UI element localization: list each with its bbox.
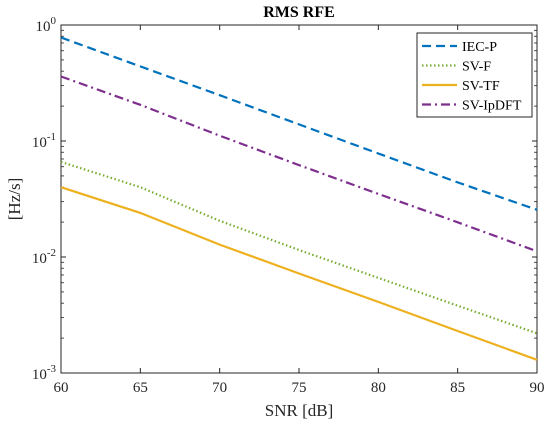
series-line-sv-ipdft bbox=[60, 75, 538, 253]
y-tick-label: 10-2 bbox=[32, 247, 56, 267]
chart-title: RMS RFE bbox=[263, 4, 335, 21]
x-tick-label: 80 bbox=[371, 380, 386, 396]
y-tick-base: 10 bbox=[32, 251, 47, 267]
series-line-sv-tf bbox=[60, 186, 538, 361]
y-tick-label: 10-1 bbox=[32, 131, 56, 151]
x-tick-label: 60 bbox=[54, 380, 69, 396]
legend: IEC-P SV-F SV-TF SV-IpDFT bbox=[416, 32, 533, 118]
y-tick-exponent: -1 bbox=[47, 131, 56, 143]
y-tick-label: 10-3 bbox=[32, 363, 57, 383]
y-tick-base: 10 bbox=[32, 135, 47, 151]
x-axis-title: SNR [dB] bbox=[265, 401, 333, 420]
y-tick-exponent: -3 bbox=[47, 363, 57, 375]
x-tick-label: 85 bbox=[450, 380, 465, 396]
y-tick-label: 100 bbox=[36, 15, 57, 35]
x-tick-label: 65 bbox=[133, 380, 148, 396]
y-tick-exponent: 0 bbox=[51, 15, 57, 27]
legend-label: SV-TF bbox=[462, 79, 500, 94]
series-line-iec-p bbox=[60, 36, 538, 211]
x-tick-label: 75 bbox=[292, 380, 307, 396]
y-tick-base: 10 bbox=[32, 367, 47, 383]
x-tick-label: 90 bbox=[530, 380, 545, 396]
legend-label: SV-IpDFT bbox=[462, 99, 522, 114]
legend-label: SV-F bbox=[462, 60, 491, 75]
series-lines bbox=[60, 36, 538, 361]
y-axis-title: [Hz/s] bbox=[5, 178, 24, 220]
legend-label: IEC-P bbox=[462, 40, 497, 55]
y-tick-base: 10 bbox=[36, 19, 51, 35]
y-tick-exponent: -2 bbox=[47, 247, 56, 259]
x-tick-label: 70 bbox=[212, 380, 227, 396]
